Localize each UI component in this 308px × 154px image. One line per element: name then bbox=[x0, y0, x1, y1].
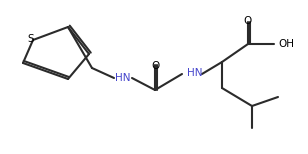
Text: O: O bbox=[243, 16, 251, 26]
Text: O: O bbox=[151, 61, 159, 71]
Text: HN: HN bbox=[187, 68, 203, 78]
Text: OH: OH bbox=[278, 39, 294, 49]
Text: HN: HN bbox=[115, 73, 131, 83]
Text: S: S bbox=[28, 34, 34, 44]
